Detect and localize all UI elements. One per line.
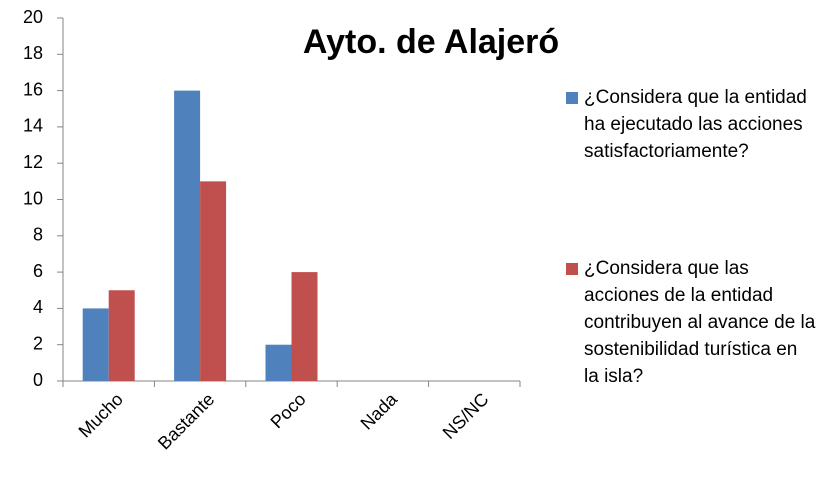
bar <box>291 272 318 381</box>
bar <box>174 90 201 381</box>
x-tick-label: Nada <box>357 388 402 433</box>
x-tick-label: Bastante <box>154 389 218 453</box>
legend-label: ¿Considera que la entidad ha ejecutado l… <box>584 87 807 162</box>
legend-label: ¿Considera que las acciones de la entida… <box>584 258 816 387</box>
x-tick-label: Mucho <box>75 389 127 441</box>
legend-swatch <box>566 92 578 104</box>
y-tick-label: 14 <box>23 116 43 136</box>
y-tick-label: 20 <box>23 7 43 27</box>
y-tick-label: 8 <box>33 225 43 245</box>
y-tick-label: 6 <box>33 261 43 281</box>
bar <box>82 308 109 381</box>
legend-item: ¿Considera que las acciones de la entida… <box>566 255 816 390</box>
bar <box>108 290 135 381</box>
y-tick-label: 18 <box>23 43 43 63</box>
legend-swatch <box>566 263 578 275</box>
legend-item: ¿Considera que la entidad ha ejecutado l… <box>566 84 816 165</box>
y-tick-label: 2 <box>33 333 43 353</box>
x-tick-label: Poco <box>267 389 310 432</box>
chart-title: Ayto. de Alajeró <box>303 23 559 61</box>
x-tick-label: NS/NC <box>439 389 493 443</box>
bar <box>200 181 227 381</box>
y-tick-label: 10 <box>23 188 43 208</box>
y-tick-label: 12 <box>23 152 43 172</box>
bar <box>265 344 292 381</box>
y-tick-label: 4 <box>33 297 43 317</box>
y-tick-label: 0 <box>33 370 43 390</box>
y-tick-label: 16 <box>23 79 43 99</box>
